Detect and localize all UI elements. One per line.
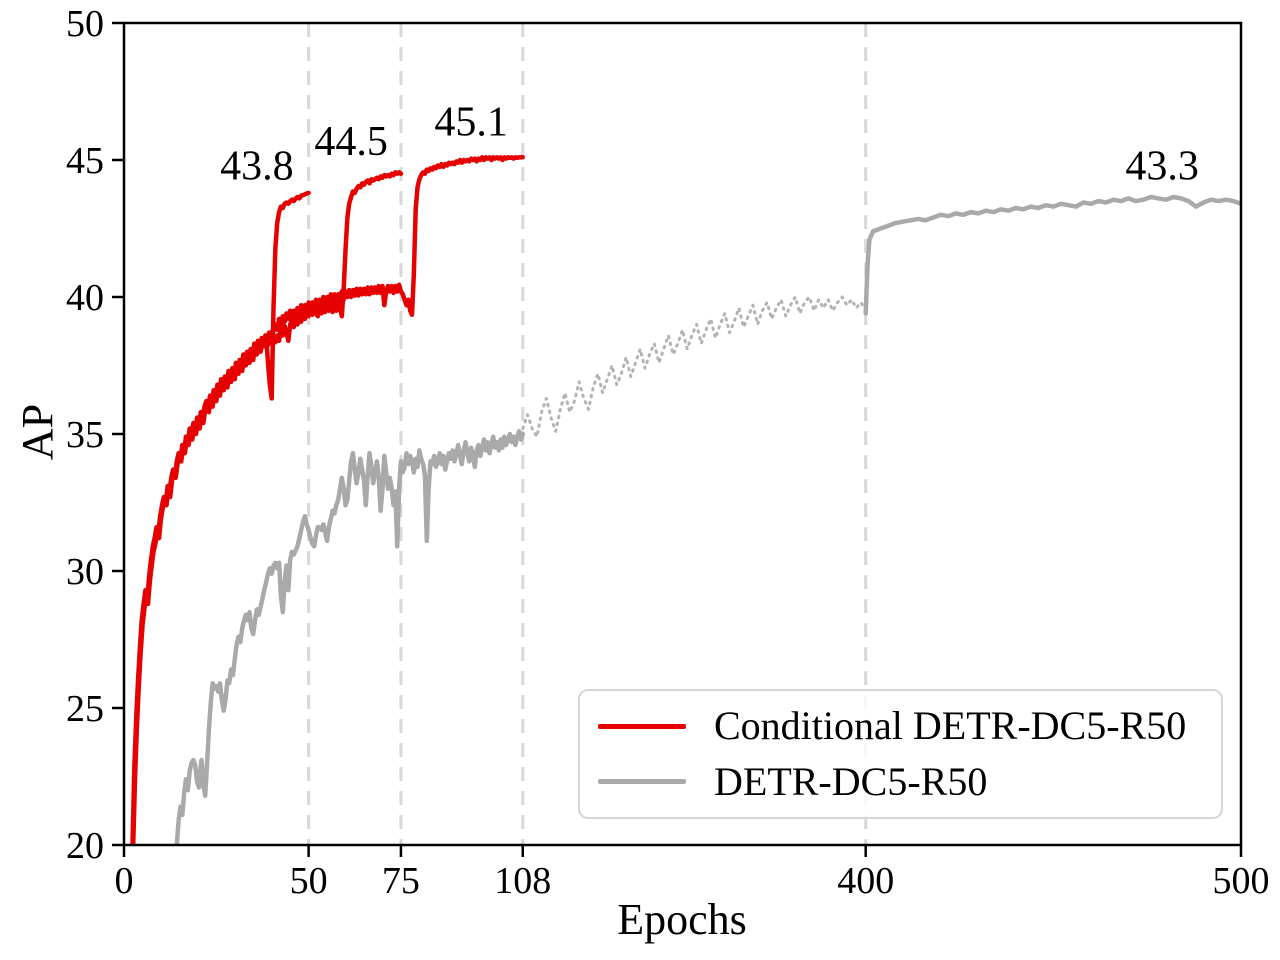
y-tick-label-20: 20 bbox=[66, 825, 104, 867]
legend-item-conditional-detr: Conditional DETR-DC5-R50 bbox=[598, 706, 1221, 746]
annotations: 43.8 44.5 45.1 43.3 bbox=[220, 100, 1199, 190]
series-detr-solid-0-108 bbox=[174, 429, 526, 845]
y-tick-label-50: 50 bbox=[66, 3, 104, 45]
y-tick-label-30: 30 bbox=[66, 551, 104, 593]
x-tick-label-108: 108 bbox=[494, 860, 551, 902]
y-tick-label-35: 35 bbox=[66, 414, 104, 456]
annotation-45.1: 45.1 bbox=[434, 100, 508, 146]
annotation-44.5: 44.5 bbox=[314, 119, 388, 165]
legend-line-sample-gray bbox=[598, 779, 686, 785]
series-conditional-detr-108-epoch-run bbox=[130, 155, 526, 845]
y-tick-label-45: 45 bbox=[66, 140, 104, 182]
tick-labels: 0 50 75 108 400 500 20 25 30 35 40 45 50 bbox=[66, 3, 1270, 902]
x-tick-label-0: 0 bbox=[115, 860, 134, 902]
legend: Conditional DETR-DC5-R50 DETR-DC5-R50 bbox=[578, 689, 1223, 819]
series-detr-solid-400-500 bbox=[863, 194, 1241, 316]
annotation-43.8: 43.8 bbox=[220, 143, 294, 189]
axis-ticks bbox=[112, 21, 1243, 857]
x-tick-label-400: 400 bbox=[837, 860, 894, 902]
legend-label-detr: DETR-DC5-R50 bbox=[714, 758, 988, 804]
y-axis-label: AP bbox=[13, 403, 62, 461]
legend-line-sample-red bbox=[598, 723, 686, 729]
legend-label-conditional-detr: Conditional DETR-DC5-R50 bbox=[714, 703, 1187, 749]
y-tick-label-40: 40 bbox=[66, 277, 104, 319]
y-tick-label-25: 25 bbox=[66, 688, 104, 730]
x-axis-label: Epochs bbox=[617, 895, 747, 944]
series-group bbox=[130, 155, 1241, 845]
x-tick-label-500: 500 bbox=[1213, 860, 1270, 902]
series-conditional-detr-50-epoch-run bbox=[130, 190, 311, 845]
legend-item-detr: DETR-DC5-R50 bbox=[598, 758, 1221, 804]
series-detr-dotted-108-400 bbox=[521, 295, 868, 439]
x-tick-label-75: 75 bbox=[382, 860, 420, 902]
series-conditional-detr-75-epoch-run bbox=[262, 170, 404, 349]
x-tick-label-50: 50 bbox=[290, 860, 328, 902]
annotation-43.3: 43.3 bbox=[1125, 143, 1199, 189]
